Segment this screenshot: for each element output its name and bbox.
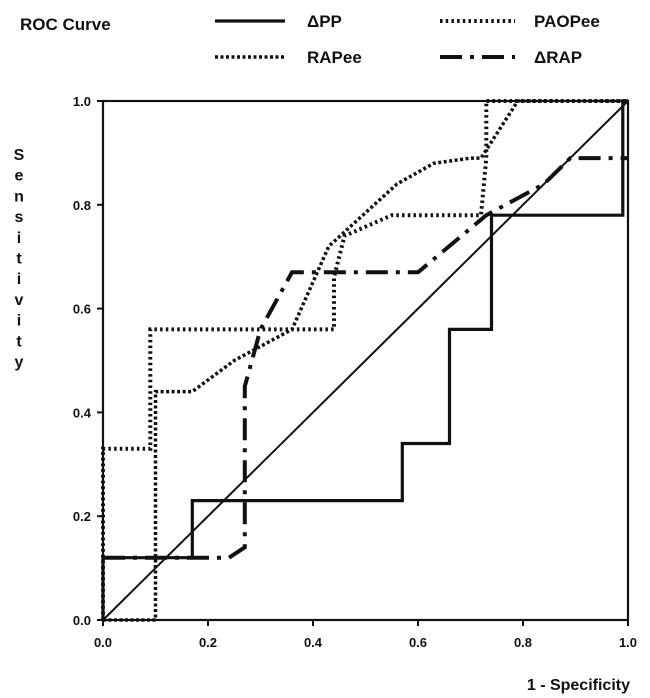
axis-ticks: 0.0 0.2 0.4 0.6 0.8 1.0 0.0 0.2 0.4 0.6 0.8 1.0 bbox=[73, 94, 637, 650]
y-tick-label: 0.4 bbox=[73, 405, 92, 420]
x-tick-label: 0.8 bbox=[514, 635, 532, 650]
legend-label: ΔRAP bbox=[534, 48, 582, 67]
y-axis-title-letter: i bbox=[17, 313, 21, 330]
y-axis-title-letter: s bbox=[15, 209, 24, 226]
legend-label: ΔPP bbox=[307, 12, 342, 31]
y-axis-title-letter: e bbox=[15, 168, 24, 185]
y-tick-label: 0.0 bbox=[73, 613, 91, 628]
series-line bbox=[101, 99, 628, 620]
legend: ΔPP PAOPee RAPee ΔRAP bbox=[215, 12, 600, 67]
legend-label: PAOPee bbox=[534, 12, 600, 31]
x-tick-label: 0.4 bbox=[304, 635, 323, 650]
x-tick-label: 1.0 bbox=[619, 635, 637, 650]
y-axis-title-letter: y bbox=[15, 354, 24, 371]
chart-title: ROC Curve bbox=[20, 15, 111, 34]
y-axis-title-letter: t bbox=[16, 251, 22, 268]
plot-frame bbox=[101, 99, 630, 622]
y-axis-title-letter: n bbox=[14, 188, 24, 205]
y-axis-title-letter: i bbox=[17, 271, 21, 288]
x-tick-label: 0.2 bbox=[199, 635, 217, 650]
y-axis-title-letter: t bbox=[16, 333, 22, 350]
x-tick-label: 0.0 bbox=[94, 635, 112, 650]
legend-label: RAPee bbox=[307, 48, 362, 67]
y-tick-label: 0.6 bbox=[73, 302, 91, 317]
plot-area bbox=[101, 99, 630, 622]
x-axis-title: 1 - Specificity bbox=[527, 677, 630, 694]
y-tick-label: 0.8 bbox=[73, 198, 91, 213]
y-axis-title-letter: v bbox=[15, 292, 24, 309]
series-line bbox=[103, 99, 628, 622]
y-tick-label: 0.2 bbox=[73, 509, 91, 524]
y-axis-title-letter: S bbox=[14, 147, 25, 164]
x-tick-label: 0.6 bbox=[409, 635, 427, 650]
y-tick-label: 1.0 bbox=[73, 94, 91, 109]
y-axis-title-letter: i bbox=[17, 230, 21, 247]
series-line bbox=[103, 156, 628, 560]
reference-line bbox=[102, 100, 629, 621]
